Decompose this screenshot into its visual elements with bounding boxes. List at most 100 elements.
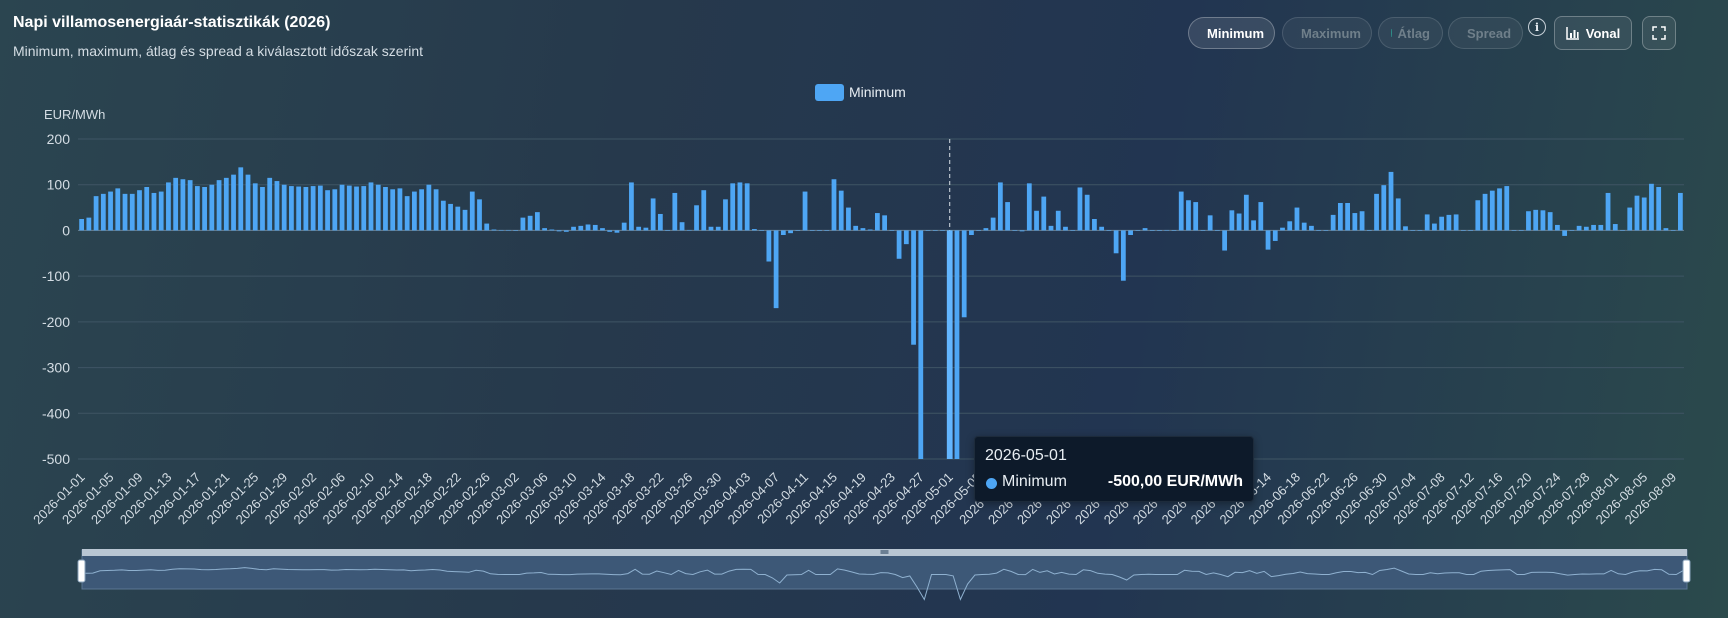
data-bar	[1229, 210, 1235, 231]
data-bar	[144, 187, 150, 231]
data-bar	[412, 191, 417, 231]
toggle-atlag[interactable]: Átlag	[1378, 17, 1443, 49]
data-bar	[1460, 230, 1466, 231]
data-bar	[1099, 226, 1105, 231]
data-bar	[419, 189, 425, 231]
data-bar	[1526, 211, 1531, 231]
data-bar	[1562, 230, 1568, 236]
chart-type-label: Vonal	[1585, 25, 1621, 41]
tooltip-series-dot	[986, 478, 997, 489]
data-bar	[1135, 230, 1141, 231]
data-bar	[332, 189, 338, 231]
y-tick-label: -500	[42, 451, 70, 467]
data-bar	[1634, 195, 1640, 231]
data-bar	[1417, 230, 1423, 231]
data-bar	[303, 187, 309, 231]
data-bar	[1569, 230, 1575, 231]
data-bar	[534, 212, 540, 231]
data-bar	[1309, 225, 1314, 231]
data-bar	[788, 230, 793, 234]
chart-type-button[interactable]: Vonal	[1554, 16, 1632, 50]
legend-swatch	[815, 84, 844, 101]
data-bar	[607, 230, 613, 232]
data-bar	[86, 217, 92, 231]
data-bar	[1063, 226, 1068, 231]
data-bar	[809, 230, 815, 231]
data-bar	[310, 186, 316, 231]
toggle-minimum-label: Minimum	[1207, 25, 1265, 41]
data-bar	[636, 226, 642, 231]
data-bar	[1468, 230, 1473, 231]
data-bar	[274, 181, 280, 231]
toggle-maximum[interactable]: Maximum	[1282, 17, 1372, 49]
data-bar	[1547, 212, 1553, 231]
data-bar	[1518, 230, 1524, 231]
tooltip-value: -500,00 EUR/MWh	[1107, 473, 1243, 490]
data-bar	[1200, 230, 1206, 231]
data-bar	[1439, 216, 1445, 231]
data-bar	[426, 184, 432, 231]
data-bar	[1193, 202, 1199, 231]
data-bar	[679, 222, 685, 231]
data-bar	[361, 186, 367, 231]
data-bar	[1432, 223, 1437, 231]
data-bar	[1092, 219, 1097, 231]
data-bar	[1337, 203, 1343, 231]
data-bar	[990, 217, 996, 231]
data-bar	[397, 188, 403, 231]
data-bar	[325, 190, 330, 231]
data-bar	[194, 186, 200, 231]
data-bar	[882, 215, 888, 231]
info-icon[interactable]: i	[1528, 18, 1546, 36]
y-tick-label: -400	[42, 405, 70, 421]
data-bar	[513, 230, 519, 231]
data-bar	[600, 228, 605, 231]
data-bar	[151, 192, 157, 231]
data-bar	[701, 190, 707, 231]
y-tick-label: 200	[47, 131, 71, 147]
data-bar	[1034, 210, 1039, 231]
data-bar	[1330, 214, 1336, 231]
toggle-spread-label: Spread	[1467, 25, 1512, 41]
data-bar	[1381, 185, 1387, 231]
data-bar	[1388, 171, 1394, 231]
data-bar	[1627, 207, 1633, 231]
data-bar	[1424, 214, 1430, 231]
data-bar	[1236, 213, 1242, 231]
data-bar	[1005, 202, 1010, 231]
data-bar	[477, 199, 482, 231]
data-bar	[874, 213, 880, 231]
data-bar	[1555, 224, 1560, 231]
data-bar	[1453, 214, 1459, 231]
toggle-minimum[interactable]: Minimum	[1188, 17, 1275, 49]
data-bar	[1026, 183, 1032, 231]
data-bar	[969, 230, 974, 235]
data-bar	[1265, 230, 1271, 250]
data-bar	[1497, 188, 1502, 231]
atlag-color-dot	[1391, 29, 1392, 37]
fullscreen-button[interactable]	[1642, 16, 1676, 50]
data-bar	[1395, 198, 1401, 231]
data-bar	[889, 230, 895, 231]
data-bar	[180, 179, 186, 231]
data-bar	[1287, 221, 1293, 231]
data-bar	[1251, 220, 1256, 231]
data-bar	[1272, 230, 1278, 241]
data-bar	[773, 230, 779, 309]
data-bar	[209, 184, 215, 231]
data-bar	[1612, 224, 1618, 231]
data-bar	[267, 177, 273, 231]
data-bar	[346, 185, 352, 231]
zoom-preview-line	[85, 567, 1684, 601]
data-bar	[1164, 229, 1170, 231]
data-bar	[961, 230, 967, 318]
data-bar	[542, 228, 547, 231]
data-bar	[1446, 214, 1452, 231]
data-bar	[520, 217, 526, 231]
toggle-spread[interactable]: Spread	[1448, 17, 1523, 49]
data-bar	[802, 191, 808, 231]
data-bar	[93, 196, 99, 231]
data-bar	[1540, 210, 1546, 231]
data-bar	[440, 200, 446, 231]
data-bar	[1207, 215, 1213, 231]
